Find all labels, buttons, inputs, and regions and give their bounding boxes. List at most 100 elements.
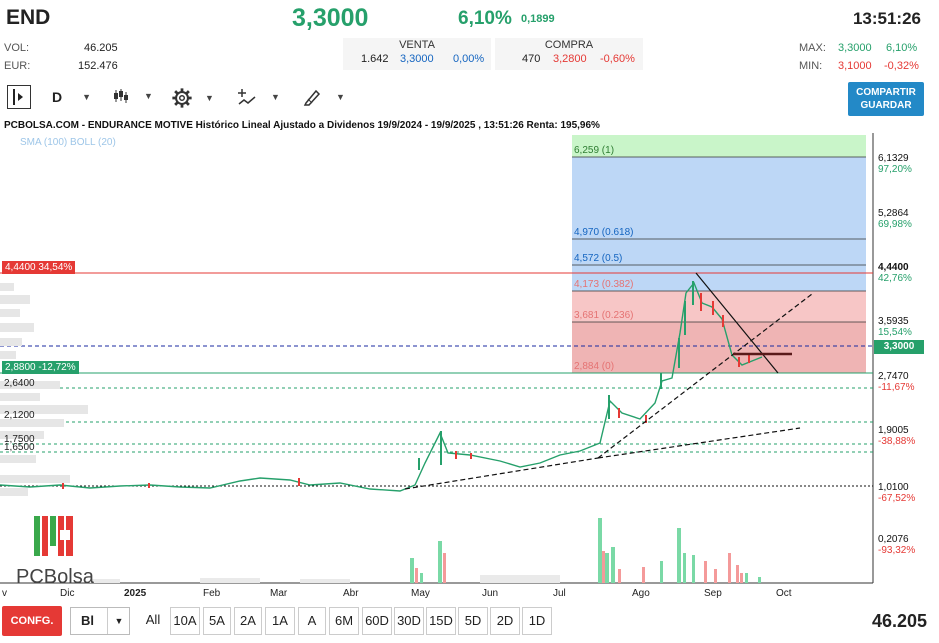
axis-pct: -67,52%: [878, 493, 916, 504]
sell-price: 3,3000: [400, 53, 434, 65]
buy-label: COMPRA: [544, 39, 594, 51]
buy-price: 3,2800: [553, 53, 587, 65]
chart-legend: SMA (100) BOLL (20): [20, 137, 116, 148]
save-label: GUARDAR: [860, 100, 912, 111]
fib-label: 4,970 (0.618): [574, 227, 634, 238]
axis-value: 2,7470: [878, 371, 909, 382]
change-percent: 6,10%: [458, 8, 512, 29]
buy-box: [495, 38, 643, 70]
x-tick: v: [2, 588, 7, 599]
range-button-15d[interactable]: 15D: [426, 607, 456, 635]
range-button-a[interactable]: A: [298, 607, 326, 635]
axis-pct: -38,88%: [878, 436, 916, 447]
range-button-2a[interactable]: 2A: [234, 607, 262, 635]
period-selector[interactable]: D ▼: [52, 89, 91, 105]
axis-value: 0,2076: [878, 534, 909, 545]
mode-select[interactable]: Bl ▼: [70, 607, 130, 635]
change-absolute: 0,1899: [521, 13, 555, 25]
price-line: [0, 281, 763, 492]
left-level-label: 1,6500: [4, 442, 35, 453]
axis-pct: -11,67%: [878, 382, 915, 393]
current-price-tag: 3,3000: [874, 340, 924, 354]
eur-label: EUR:: [4, 60, 31, 72]
axis-pct: 42,76%: [878, 273, 912, 284]
range-button-2d[interactable]: 2D: [490, 607, 520, 635]
volume-bars-down: [415, 551, 743, 583]
left-level-label: 2,6400: [4, 378, 35, 389]
range-button-6m[interactable]: 6M: [329, 607, 359, 635]
price-chart[interactable]: PCBolsa: [0, 133, 939, 603]
vol-value: 46.205: [84, 42, 118, 54]
chart-type-selector[interactable]: ▼: [112, 87, 153, 105]
x-tick: Dic: [60, 588, 75, 599]
range-button-10a[interactable]: 10A: [170, 607, 200, 635]
gear-icon: [172, 88, 192, 108]
left-level-label: 2,1200: [4, 410, 35, 421]
share-save-button[interactable]: COMPARTIR GUARDAR: [848, 82, 924, 116]
settings-selector[interactable]: ▼: [171, 87, 214, 109]
volume-profile: [0, 283, 88, 496]
chevron-down-icon: ▼: [144, 91, 153, 101]
axis-pct: 69,98%: [878, 219, 912, 230]
pcbolsa-logo: PCBolsa: [16, 516, 95, 588]
support-lines: [0, 387, 873, 453]
range-button-1a[interactable]: 1A: [265, 607, 295, 635]
logo-text: PCBolsa: [16, 566, 95, 588]
x-tick: Feb: [203, 588, 221, 599]
axis-value: 1,9005: [878, 425, 909, 436]
quote-time: 13:51:26: [852, 9, 921, 28]
chevron-down-icon: ▼: [271, 92, 280, 102]
volume-bars-low: [90, 575, 560, 583]
buy-qty: 470: [522, 53, 541, 65]
sell-qty: 1.642: [361, 53, 389, 65]
axis-pct: 15,54%: [878, 327, 912, 338]
ticker-symbol: END: [6, 6, 51, 29]
fib-label: 3,681 (0.236): [574, 310, 634, 321]
chevron-down-icon: ▼: [205, 93, 214, 103]
axis-value: 3,5935: [878, 316, 909, 327]
fib-zone-red-dark: [572, 322, 866, 373]
drawing-tools-selector[interactable]: ▼: [302, 87, 345, 107]
axis-pct: -93,32%: [878, 545, 916, 556]
eur-value: 152.476: [78, 60, 118, 72]
range-button-5a[interactable]: 5A: [203, 607, 231, 635]
buy-pct: -0,60%: [600, 53, 635, 65]
share-label: COMPARTIR: [856, 87, 916, 98]
session-volume: 46.205: [871, 611, 927, 631]
range-button-60d[interactable]: 60D: [362, 607, 392, 635]
vol-label: VOL:: [4, 42, 30, 54]
sell-pct: 0,00%: [453, 53, 485, 65]
axis-pct: 97,20%: [878, 164, 912, 175]
range-button-5d[interactable]: 5D: [458, 607, 488, 635]
range-button-all[interactable]: All: [138, 607, 168, 635]
period-value: D: [52, 89, 63, 105]
min-value: 3,1000: [838, 60, 872, 72]
panel-toggle-icon: [13, 89, 23, 105]
max-pct: 6,10%: [886, 42, 918, 54]
volume-bars-up: [410, 518, 761, 583]
range-button-1d[interactable]: 1D: [522, 607, 552, 635]
axis-value: 6,1329: [878, 153, 909, 164]
level-tag-low: 2,8800 -12,72%: [2, 361, 79, 374]
max-value: 3,3000: [838, 42, 872, 54]
indicators-selector[interactable]: ▼: [237, 87, 280, 107]
last-price: 3,3000: [292, 4, 369, 32]
level-tag-high: 4,4400 34,54%: [2, 261, 76, 274]
chevron-down-icon: ▼: [336, 92, 345, 102]
min-label: MIN:: [799, 60, 823, 72]
config-button[interactable]: CONFG.: [2, 606, 62, 636]
trendline-lower: [404, 457, 599, 490]
indicators-icon: [238, 89, 256, 105]
down-candles: [62, 293, 750, 489]
axis-value: 5,2864: [878, 208, 909, 219]
min-pct: -0,32%: [884, 60, 919, 72]
mode-value: Bl: [81, 613, 94, 628]
range-button-30d[interactable]: 30D: [394, 607, 424, 635]
up-candles: [418, 281, 694, 470]
sell-box: [343, 38, 491, 70]
panel-toggle-button[interactable]: [7, 85, 31, 109]
chevron-down-icon: ▼: [107, 608, 130, 634]
chart-title: PCBOLSA.COM - ENDURANCE MOTIVE Histórico…: [4, 120, 600, 131]
fib-zone-blue: [572, 157, 866, 265]
x-tick: Ago: [632, 588, 650, 599]
